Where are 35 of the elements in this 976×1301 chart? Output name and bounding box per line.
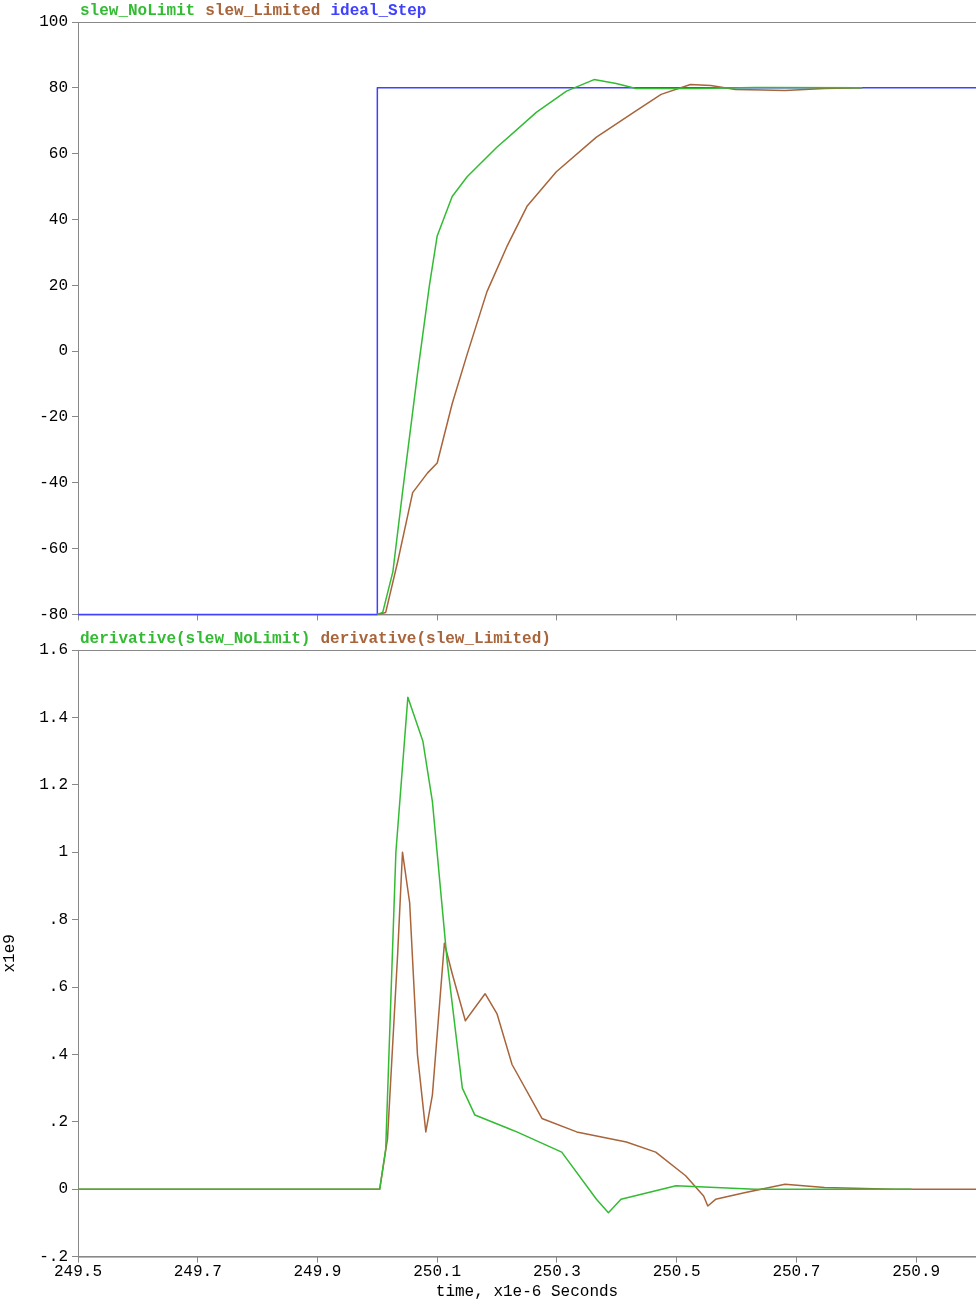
y-tick-label: 1.2 (39, 776, 68, 795)
y-tick-label: .6 (48, 978, 68, 997)
text: slew_Limited (205, 2, 321, 20)
x-tick-label: 249.7 (173, 1263, 222, 1282)
x-tick-label: 250.9 (892, 1263, 941, 1282)
x-tick-label: 250.3 (532, 1263, 581, 1282)
y-tick-label: 100 (39, 13, 68, 32)
text: derivative(slew_NoLimit) (80, 630, 311, 648)
y-tick-label: -.2 (39, 1247, 68, 1266)
x-tick-label: 250.5 (652, 1263, 701, 1282)
y-tick-label: 40 (48, 210, 68, 229)
y-tick-label: -20 (39, 408, 68, 427)
y-tick-label: 0 (58, 342, 68, 361)
y-tick-label: .4 (48, 1045, 68, 1064)
y-tick-label: 60 (48, 144, 68, 163)
y-tick-label: 80 (48, 79, 68, 98)
text: derivative(slew_Limited) (320, 630, 551, 648)
y-tick-label: 1 (58, 843, 68, 862)
x-tick-label: 250.1 (413, 1263, 462, 1282)
text: slew_NoLimit (80, 2, 196, 20)
y-tick-label: 1.6 (39, 641, 68, 660)
y-tick-label: -60 (39, 539, 68, 558)
y-tick-label: .8 (48, 910, 68, 929)
y-tick-label: -80 (39, 605, 68, 624)
x-tick-label: 249.9 (293, 1263, 342, 1282)
y-tick-label: .2 (48, 1113, 68, 1132)
y-tick-label: 20 (48, 276, 68, 295)
y-axis-title: x1e9 (0, 934, 19, 973)
text: ideal_Step (330, 2, 427, 20)
x-axis-title: time, x1e-6 Seconds (435, 1282, 619, 1301)
y-tick-label: -40 (39, 473, 68, 492)
y-tick-label: 1.4 (39, 708, 68, 727)
x-tick-label: 249.5 (53, 1263, 103, 1282)
y-tick-label: 0 (58, 1180, 68, 1199)
x-tick-label: 250.7 (772, 1263, 821, 1282)
